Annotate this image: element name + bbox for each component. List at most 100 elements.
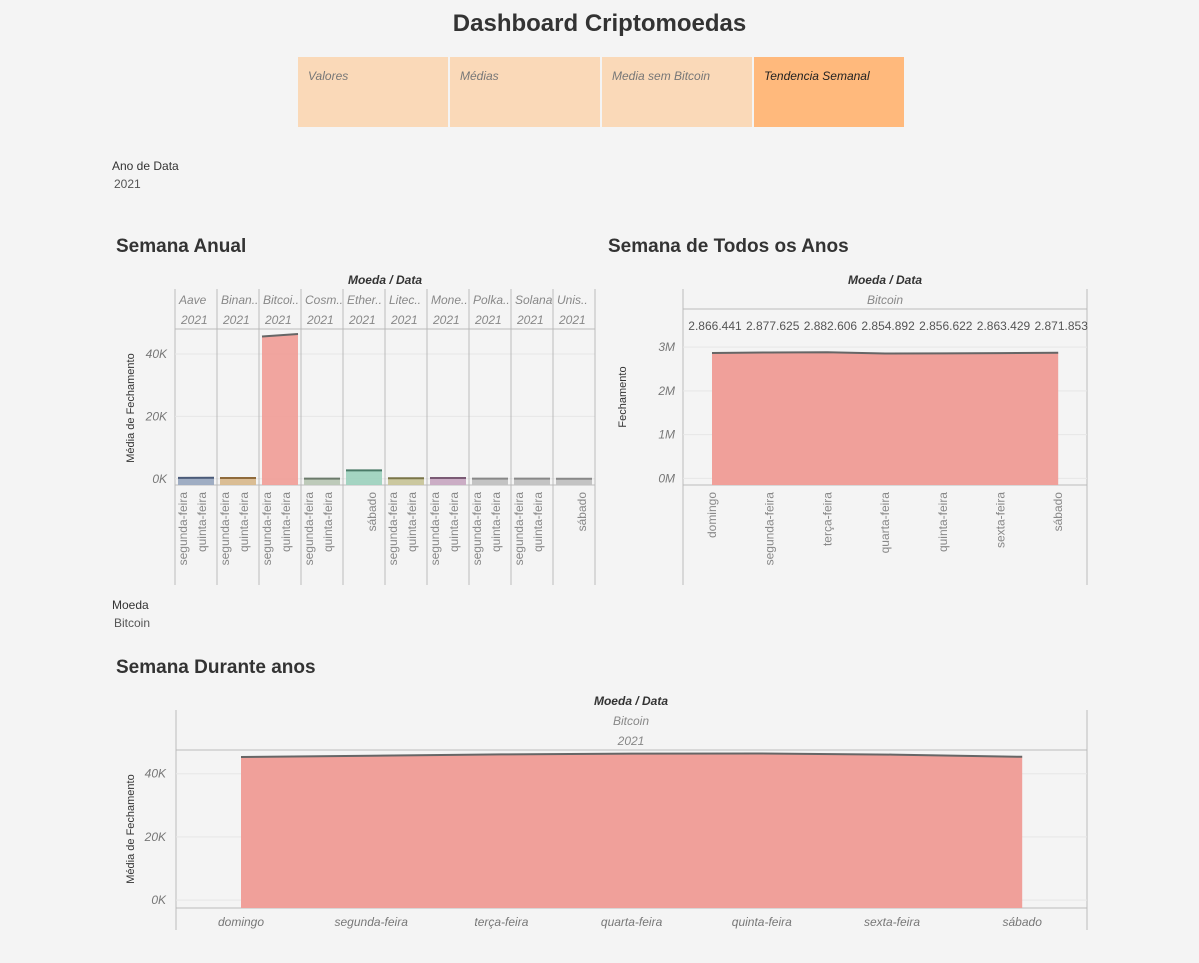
year-filter-value[interactable]: 2021	[114, 177, 141, 191]
chart1-coin-label: Litec..	[389, 293, 421, 307]
chart1-xtick-label: quinta-feira	[279, 492, 293, 552]
chart2-ytick-label: 1M	[658, 428, 675, 442]
chart2-area	[712, 352, 1059, 485]
chart2-xtick-label: sábado	[1051, 492, 1065, 532]
chart2-xtick-label: terça-feira	[820, 492, 834, 546]
chart1-year-label: 2021	[348, 313, 376, 327]
chart1-ytick-label: 40K	[146, 347, 168, 361]
chart1-coin-label: Mone..	[431, 293, 468, 307]
chart1-area-8	[514, 478, 550, 485]
chart3-ytick-label: 40K	[145, 767, 167, 781]
tab-bar: Valores Médias Media sem Bitcoin Tendenc…	[298, 57, 904, 127]
chart2-line	[711, 351, 1059, 355]
section-title-annual: Semana Anual	[116, 236, 247, 257]
chart2-xtick-label: segunda-feira	[763, 492, 777, 566]
chart1-ylabel: Média de Fechamento	[125, 353, 137, 462]
chart3-xtick-label: sábado	[1003, 915, 1043, 929]
chart1-xtick-label: segunda-feira	[218, 492, 232, 566]
chart3-xtick-label: terça-feira	[474, 915, 528, 929]
chart1-year-label: 2021	[264, 313, 292, 327]
chart1-year-label: 2021	[390, 313, 418, 327]
chart3-line	[240, 752, 1023, 758]
chart1-coin-label: Cosm..	[305, 293, 343, 307]
chart1-xtick-label: segunda-feira	[512, 492, 526, 566]
chart1-coin-label: Unis..	[557, 293, 588, 307]
coin-filter-value[interactable]: Bitcoin	[114, 616, 151, 630]
chart3-header: Moeda / Data	[594, 694, 668, 708]
chart2-data-label: 2.871.853	[1035, 319, 1089, 333]
chart1-coin-label: Aave	[178, 293, 207, 307]
chart1-xtick-label: quinta-feira	[531, 492, 545, 552]
tab-medias[interactable]: Médias	[450, 57, 600, 127]
chart3-ytick-label: 0K	[151, 893, 167, 907]
chart1-coin-label: Solana	[515, 293, 553, 307]
chart2-ytick-label: 2M	[657, 384, 675, 398]
year-filter-label: Ano de Data	[112, 159, 179, 173]
chart1-coin-label: Ether..	[347, 293, 382, 307]
chart3-ylabel: Média de Fechamento	[125, 774, 137, 883]
chart2-ytick-label: 0M	[658, 471, 675, 485]
chart1-area-2	[262, 333, 298, 485]
chart1-ytick-label: 20K	[145, 409, 168, 423]
chart1-year-label: 2021	[474, 313, 502, 327]
chart2-data-label: 2.854.892	[861, 319, 915, 333]
chart1-year-label: 2021	[180, 313, 208, 327]
chart1-coin-label: Bitcoi..	[263, 293, 299, 307]
chart1-area-0	[178, 477, 214, 485]
chart3-year-label: 2021	[617, 734, 645, 748]
chart1-xtick-label: quinta-feira	[195, 492, 209, 552]
chart2-data-label: 2.882.606	[804, 319, 858, 333]
chart1-xtick-label: quinta-feira	[321, 492, 335, 552]
chart2-xtick-label: sexta-feira	[994, 492, 1008, 548]
chart3-area	[241, 753, 1023, 908]
chart1-area-1	[220, 477, 256, 485]
chart1-coin-label: Binan..	[221, 293, 258, 307]
chart1-xtick-label: quinta-feira	[447, 492, 461, 552]
chart2-data-label: 2.863.429	[977, 319, 1031, 333]
chart3-xtick-label: quinta-feira	[732, 915, 792, 929]
chart1-area-9	[556, 478, 592, 485]
chart1-xtick-label: segunda-feira	[302, 492, 316, 566]
chart1-xtick-label: segunda-feira	[260, 492, 274, 566]
chart1-xtick-label: sábado	[365, 492, 379, 532]
chart2-data-label: 2.866.441	[688, 319, 742, 333]
chart1-xtick-label: segunda-feira	[428, 492, 442, 566]
chart1-xtick-label: segunda-feira	[470, 492, 484, 566]
chart2-panel-label: Bitcoin	[867, 293, 903, 307]
chart3-xtick-label: domingo	[218, 915, 264, 929]
chart1-ytick-label: 0K	[152, 472, 168, 486]
chart1-xtick-label: quinta-feira	[405, 492, 419, 552]
tab-tendencia-semanal[interactable]: Tendencia Semanal	[754, 57, 904, 127]
chart1-xtick-label: sábado	[575, 492, 589, 532]
chart1-xtick-label: segunda-feira	[386, 492, 400, 566]
chart2-ylabel: Fechamento	[617, 366, 629, 427]
chart1-area-5	[388, 478, 424, 485]
dashboard-title: Dashboard Criptomoedas	[452, 10, 747, 37]
chart1-line-2	[261, 332, 299, 338]
chart1-xtick-label: segunda-feira	[176, 492, 190, 566]
chart2-xtick-label: quinta-feira	[936, 492, 950, 552]
tab-valores[interactable]: Valores	[298, 57, 448, 127]
chart3-xtick-label: quarta-feira	[601, 915, 663, 929]
tab-media-sem-bitcoin[interactable]: Media sem Bitcoin	[602, 57, 752, 127]
chart1-xtick-label: quinta-feira	[489, 492, 503, 552]
chart1-header: Moeda / Data	[348, 273, 422, 287]
chart2-data-label: 2.856.622	[919, 319, 973, 333]
chart3-panel-label: Bitcoin	[613, 714, 649, 728]
chart1-coin-label: Polka..	[473, 293, 510, 307]
chart1-xtick-label: quinta-feira	[237, 492, 251, 552]
chart1-year-label: 2021	[306, 313, 334, 327]
chart3-xtick-label: sexta-feira	[864, 915, 920, 929]
chart3-xtick-label: segunda-feira	[335, 915, 409, 929]
chart2-data-label: 2.877.625	[746, 319, 800, 333]
coin-filter-label: Moeda	[112, 598, 149, 612]
chart2-xtick-label: domingo	[705, 492, 719, 538]
chart1-area-4	[346, 470, 382, 485]
section-title-all-years: Semana de Todos os Anos	[608, 236, 849, 257]
chart1-year-label: 2021	[516, 313, 544, 327]
chart3-ytick-label: 20K	[144, 830, 167, 844]
chart2-header: Moeda / Data	[848, 273, 922, 287]
chart2-xtick-label: quarta-feira	[878, 492, 892, 554]
chart1-year-label: 2021	[432, 313, 460, 327]
